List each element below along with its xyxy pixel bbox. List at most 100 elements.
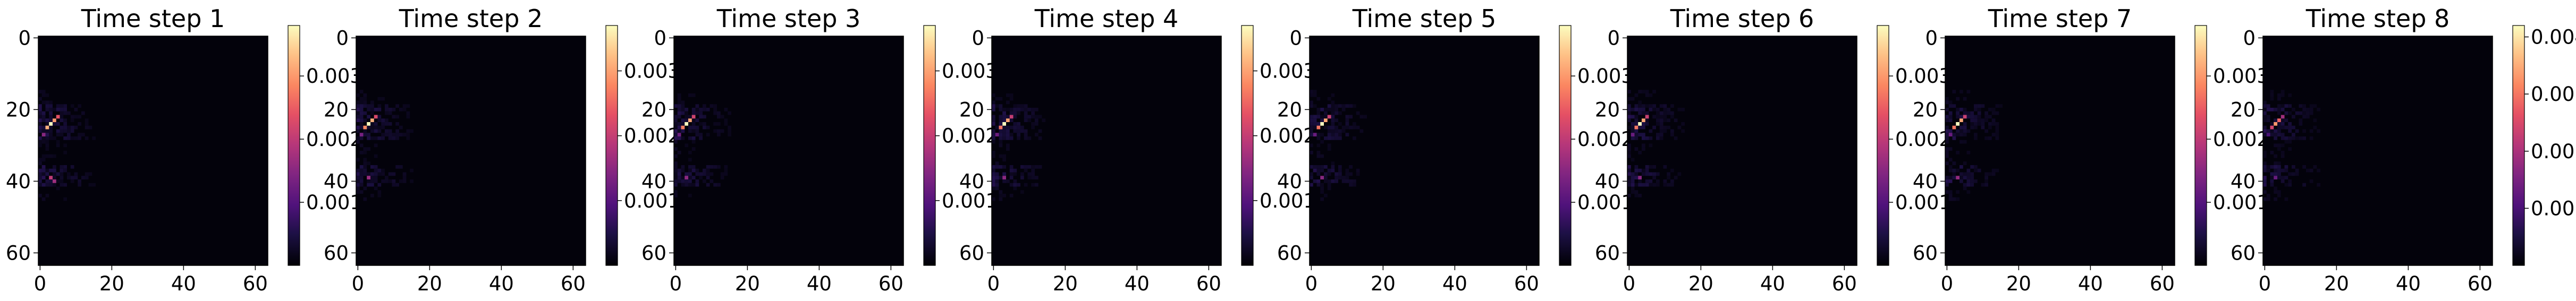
y-tick-label: 60 (959, 242, 984, 264)
heatmap-cell (1335, 176, 1338, 179)
heatmap-cell (1659, 118, 1663, 122)
heatmap-cell (2281, 93, 2285, 97)
heatmap-cell (370, 125, 374, 130)
heatmap-cell (1331, 93, 1335, 97)
heatmap-cell (363, 161, 367, 165)
heatmap-cell (88, 183, 92, 187)
heatmap-cell (1631, 190, 1635, 194)
axes-frame (356, 36, 586, 266)
heatmap-cell (45, 143, 49, 148)
heatmap-cell (1663, 179, 1667, 183)
heatmap-cell (995, 186, 999, 191)
x-tick-label: 60 (879, 272, 903, 295)
heatmap-cell (1663, 183, 1667, 187)
heatmap-cell (691, 136, 696, 140)
heatmap-cell (2274, 186, 2277, 191)
heatmap-cell (1948, 165, 1953, 169)
heatmap-cell (1345, 118, 1349, 122)
heatmap-cell (1035, 115, 1038, 119)
heatmap-cell (392, 179, 396, 183)
heatmap-cell (1313, 165, 1317, 169)
heatmap-cell (2266, 165, 2270, 169)
heatmap-cell (1024, 118, 1028, 122)
heatmap-cell (406, 111, 410, 115)
heatmap-cell (710, 179, 714, 183)
heatmap-cell (63, 129, 67, 133)
heatmap-cell (85, 136, 89, 140)
heatmap-cell (1338, 111, 1342, 115)
heatmap-cell (399, 133, 403, 136)
heatmap-cell (49, 168, 53, 173)
heatmap-cell (45, 93, 49, 97)
heatmap-cell (1345, 168, 1349, 173)
heatmap-hotspot (1960, 118, 1963, 122)
heatmap-cell (1642, 168, 1645, 173)
heatmap-cell (388, 111, 392, 115)
heatmap-cell (1331, 104, 1335, 108)
heatmap-cell (70, 104, 74, 108)
colorbar-tick-label: 0.001 (942, 190, 998, 212)
heatmap-cell (1031, 172, 1035, 176)
heatmap-cell (1981, 183, 1985, 187)
heatmap-cell (1995, 136, 1999, 140)
heatmap-background (38, 36, 268, 265)
heatmap-cell (1974, 104, 1978, 108)
heatmap-cell (1956, 197, 1960, 201)
heatmap-cell (1335, 118, 1338, 122)
heatmap-cell (1627, 176, 1631, 179)
heatmap-cell (674, 147, 678, 151)
heatmap-hotspot (685, 176, 688, 179)
heatmap-cell (363, 97, 367, 101)
heatmap-cell (713, 183, 717, 187)
heatmap-cell (2284, 176, 2288, 179)
heatmap-cell (720, 115, 724, 119)
heatmap-cell (1977, 104, 1981, 108)
heatmap-cell (1341, 129, 1346, 133)
heatmap-cell (1331, 100, 1335, 105)
heatmap-cell (1963, 125, 1967, 130)
heatmap-cell (999, 176, 1003, 179)
heatmap-cell (995, 183, 999, 187)
heatmap-cell (2306, 115, 2310, 119)
heatmap-cell (1002, 125, 1006, 130)
heatmap-cell (377, 190, 382, 194)
heatmap-cell (685, 108, 688, 111)
heatmap-cell (363, 93, 367, 97)
heatmap-cell (2270, 133, 2274, 136)
heatmap-cell (717, 111, 721, 115)
y-tick-label: 0 (1607, 27, 1620, 49)
heatmap-cell (370, 176, 374, 179)
heatmap-cell (1353, 136, 1356, 140)
heatmap-cell (1970, 122, 1974, 126)
heatmap-cell (992, 140, 995, 144)
heatmap-cell (1020, 108, 1024, 111)
heatmap-cell (2302, 104, 2306, 108)
heatmap-cell (1320, 115, 1324, 119)
colorbar-tick-label: 0.003 (2531, 83, 2576, 106)
colorbar (605, 25, 618, 266)
heatmap-cell (2299, 118, 2303, 122)
heatmap-cell (713, 104, 717, 108)
heatmap-cell (2274, 136, 2277, 140)
heatmap-cell (1013, 122, 1017, 126)
heatmap-cell (1645, 93, 1649, 97)
heatmap-cell (1638, 111, 1642, 115)
heatmap-cell (688, 168, 692, 173)
heatmap-cell (1310, 93, 1313, 97)
heatmap-cell (1020, 129, 1024, 133)
heatmap-cell (699, 122, 703, 126)
heatmap-cell (2313, 104, 2317, 108)
heatmap-cell (728, 129, 731, 133)
heatmap-cell (1627, 194, 1631, 197)
heatmap-cell (2288, 93, 2292, 97)
colorbar-tick-label: 0.002 (2531, 140, 2576, 163)
heatmap-hotspot (1320, 176, 1324, 179)
heatmap-cell (1970, 118, 1974, 122)
heatmap-cell (703, 179, 706, 183)
heatmap-hotspot (1642, 118, 1645, 122)
heatmap-cell (1659, 111, 1663, 115)
heatmap-cell (1316, 108, 1321, 111)
heatmap-cell (2277, 111, 2281, 115)
heatmap-cell (1353, 104, 1356, 108)
heatmap-cell (713, 122, 717, 126)
